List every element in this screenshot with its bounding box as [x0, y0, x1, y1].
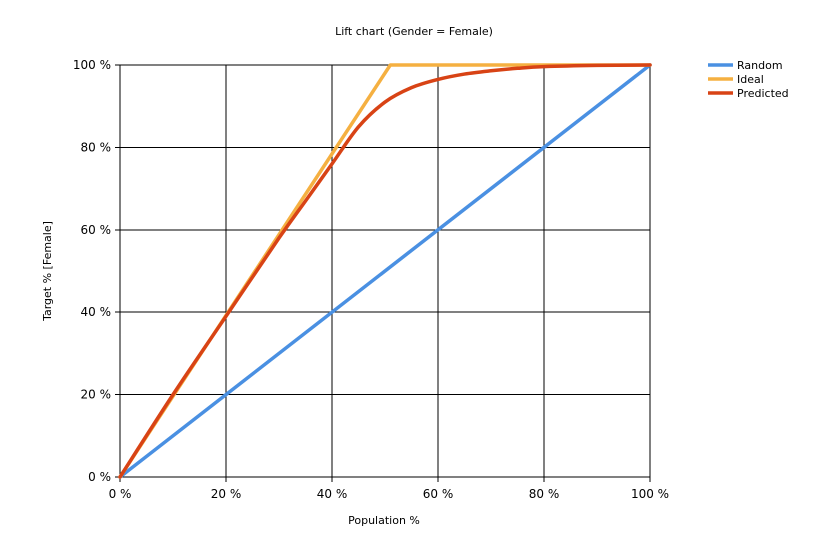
axes — [115, 64, 651, 482]
x-tick-label: 60 % — [423, 487, 454, 501]
series-line-random — [118, 63, 652, 479]
chart-title: Lift chart (Gender = Female) — [335, 25, 493, 38]
legend-item-ideal: Ideal — [708, 73, 764, 86]
legend-label-predicted: Predicted — [737, 87, 789, 100]
tick-labels: 0 % 20 % 40 % 60 % 80 % 100 % 0 % 20 % 40 % 60 % 8… — [73, 58, 669, 501]
legend-label-random: Random — [737, 59, 783, 72]
legend-item-random: Random — [708, 59, 783, 72]
legend-label-ideal: Ideal — [737, 73, 764, 86]
grid — [119, 64, 651, 478]
series — [118, 63, 652, 479]
y-axis-title: Target % [Female] — [41, 221, 54, 322]
x-axis-title: Population % — [348, 514, 420, 527]
y-tick-label: 20 % — [81, 388, 112, 402]
y-tick-label: 60 % — [81, 223, 112, 237]
x-tick-label: 20 % — [211, 487, 242, 501]
y-tick-label: 0 % — [88, 470, 111, 484]
x-tick-label: 0 % — [109, 487, 132, 501]
legend-item-predicted: Predicted — [708, 87, 789, 100]
y-tick-label: 80 % — [81, 140, 112, 154]
x-tick-label: 100 % — [631, 487, 669, 501]
x-tick-label: 40 % — [317, 487, 348, 501]
series-line-predicted — [118, 63, 652, 479]
x-tick-label: 80 % — [529, 487, 560, 501]
y-tick-label: 100 % — [73, 58, 111, 72]
y-tick-label: 40 % — [81, 305, 112, 319]
